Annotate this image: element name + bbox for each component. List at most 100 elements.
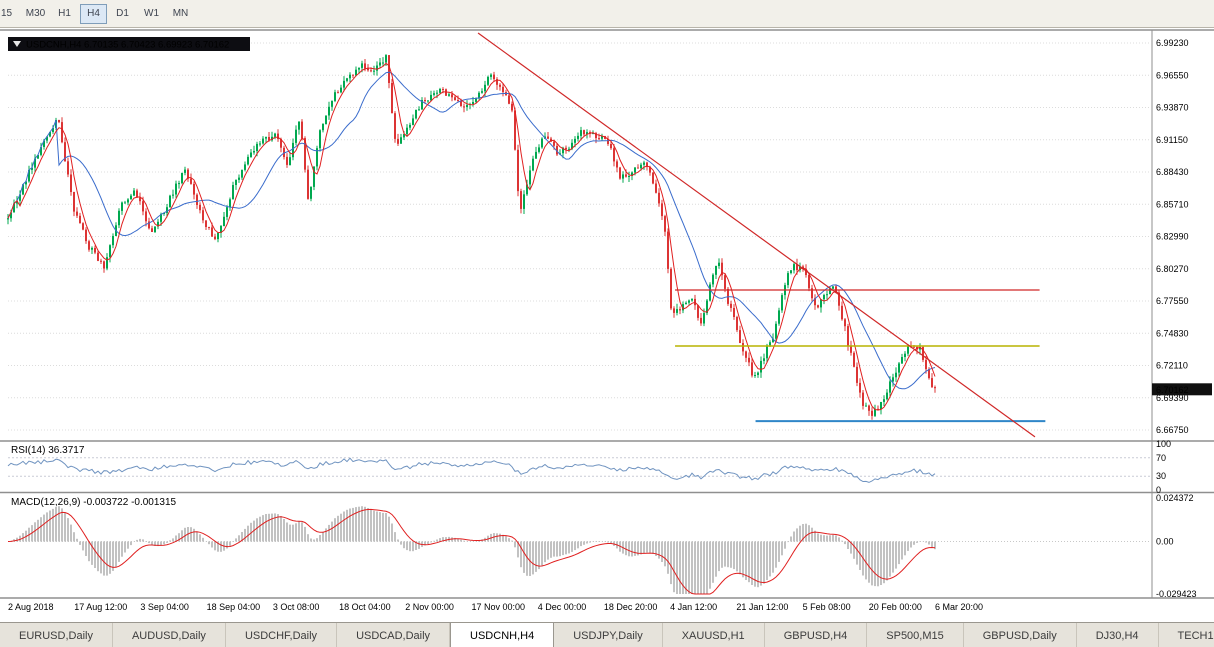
candle <box>151 228 153 232</box>
tab-xauusd-h1[interactable]: XAUUSD,H1 <box>662 623 765 647</box>
candle <box>364 63 366 69</box>
rsi-line-series <box>7 457 936 483</box>
candle <box>874 408 876 416</box>
candle <box>484 84 486 92</box>
ma-slow-line <box>7 71 936 390</box>
candle <box>400 137 402 144</box>
candle <box>373 70 375 72</box>
time-axis-label: 18 Dec 20:00 <box>604 602 658 612</box>
time-axis-label: 17 Nov 00:00 <box>472 602 526 612</box>
time-axis-label: 17 Aug 12:00 <box>74 602 127 612</box>
candle <box>562 147 564 154</box>
candle <box>667 231 669 269</box>
candle <box>859 382 861 393</box>
collapse-triangle-icon[interactable] <box>13 41 21 47</box>
candle <box>58 120 60 123</box>
chart-canvas[interactable]: 6.99230 6.96550 6.93870 6.91150 6.88430 6.857… <box>0 28 1214 622</box>
candle <box>832 286 834 289</box>
candle <box>220 226 222 233</box>
candle <box>928 369 930 379</box>
candle <box>475 98 477 102</box>
candle <box>322 124 324 131</box>
descending-trendline[interactable] <box>477 32 1036 438</box>
candle <box>232 185 234 200</box>
candle <box>565 147 567 150</box>
tab-usdchf-daily[interactable]: USDCHF,Daily <box>225 623 338 647</box>
candle <box>691 298 693 301</box>
candle <box>112 236 114 246</box>
candle <box>205 220 207 227</box>
period-button-h1[interactable]: H1 <box>58 8 71 19</box>
candle <box>541 138 543 148</box>
candle <box>67 161 69 175</box>
candle <box>721 262 723 276</box>
period-button-15[interactable]: 15 <box>0 8 13 19</box>
tab-usdcnh-h4[interactable]: USDCNH,H4 <box>450 623 555 647</box>
candle <box>655 183 657 193</box>
candle <box>685 302 687 305</box>
macd-axis-label: 0.00 <box>1156 537 1174 547</box>
candle <box>148 221 150 229</box>
candle <box>16 200 18 204</box>
tab-gbpusd-h4[interactable]: GBPUSD,H4 <box>764 623 868 647</box>
symbol-tabbar: EURUSD,Daily AUDUSD,Daily USDCHF,Daily USDC… <box>0 622 1214 647</box>
candle <box>676 309 678 313</box>
period-button-w1[interactable]: W1 <box>144 8 159 19</box>
period-button-d1[interactable]: D1 <box>116 8 129 19</box>
candle <box>733 308 735 317</box>
candle <box>793 264 795 271</box>
candle <box>901 357 903 364</box>
candle <box>529 170 531 185</box>
candle <box>244 164 246 170</box>
tab-eurusd-daily[interactable]: EURUSD,Daily <box>0 623 113 647</box>
candle <box>424 100 426 102</box>
axis-labels: 6.99230 6.96550 6.93870 6.91150 6.88430 6.857… <box>8 38 1197 612</box>
candle <box>79 215 81 224</box>
candle <box>904 353 906 357</box>
tab-usdcad-daily[interactable]: USDCAD,Daily <box>337 623 451 647</box>
chart-window[interactable]: 6.99230 6.96550 6.93870 6.91150 6.88430 6.857… <box>0 28 1214 622</box>
candle <box>256 143 258 151</box>
candle <box>268 137 270 141</box>
candle <box>748 357 750 363</box>
horizontal-levels[interactable] <box>675 289 1046 423</box>
time-axis-label: 6 Mar 20:00 <box>935 602 983 612</box>
candle <box>826 294 828 296</box>
candle <box>142 201 144 212</box>
candle <box>355 69 357 76</box>
tab-sp500-m15[interactable]: SP500,M15 <box>867 623 964 647</box>
rsi-axis-label: 0 <box>1156 485 1161 495</box>
period-button-h4[interactable]: H4 <box>80 3 107 24</box>
candle <box>295 129 297 143</box>
period-button-m30[interactable]: M30 <box>25 8 46 19</box>
symbol-strip-background <box>8 37 250 51</box>
candle <box>199 204 201 211</box>
tab-usdjpy-daily[interactable]: USDJPY,Daily <box>554 623 663 647</box>
candle <box>337 92 339 94</box>
period-button-mn[interactable]: MN <box>172 8 189 19</box>
candle <box>277 133 279 139</box>
candle <box>163 212 165 214</box>
candle <box>157 221 159 227</box>
candle <box>697 305 699 318</box>
candle <box>820 299 822 308</box>
candle <box>673 308 675 313</box>
timeframe-toolbar: 15 M30 H1 H4 D1 W1 MN <box>0 0 1214 28</box>
candle <box>19 194 21 201</box>
candle <box>457 100 459 101</box>
candle <box>766 345 768 359</box>
candle <box>532 158 534 171</box>
candle <box>376 65 378 71</box>
candle <box>31 167 33 170</box>
tab-audusd-daily[interactable]: AUDUSD,Daily <box>112 623 226 647</box>
candle <box>310 186 312 199</box>
tab-tech100-h1[interactable]: TECH100,H1 <box>1158 623 1214 647</box>
price-axis-label: 6.91150 <box>1156 135 1188 145</box>
candle <box>286 156 288 165</box>
tab-dj30-h4[interactable]: DJ30,H4 <box>1076 623 1159 647</box>
tab-gbpusd-daily[interactable]: GBPUSD,Daily <box>963 623 1077 647</box>
candle <box>847 326 849 346</box>
candle <box>535 151 537 159</box>
candle <box>94 247 96 253</box>
candle <box>502 86 504 93</box>
